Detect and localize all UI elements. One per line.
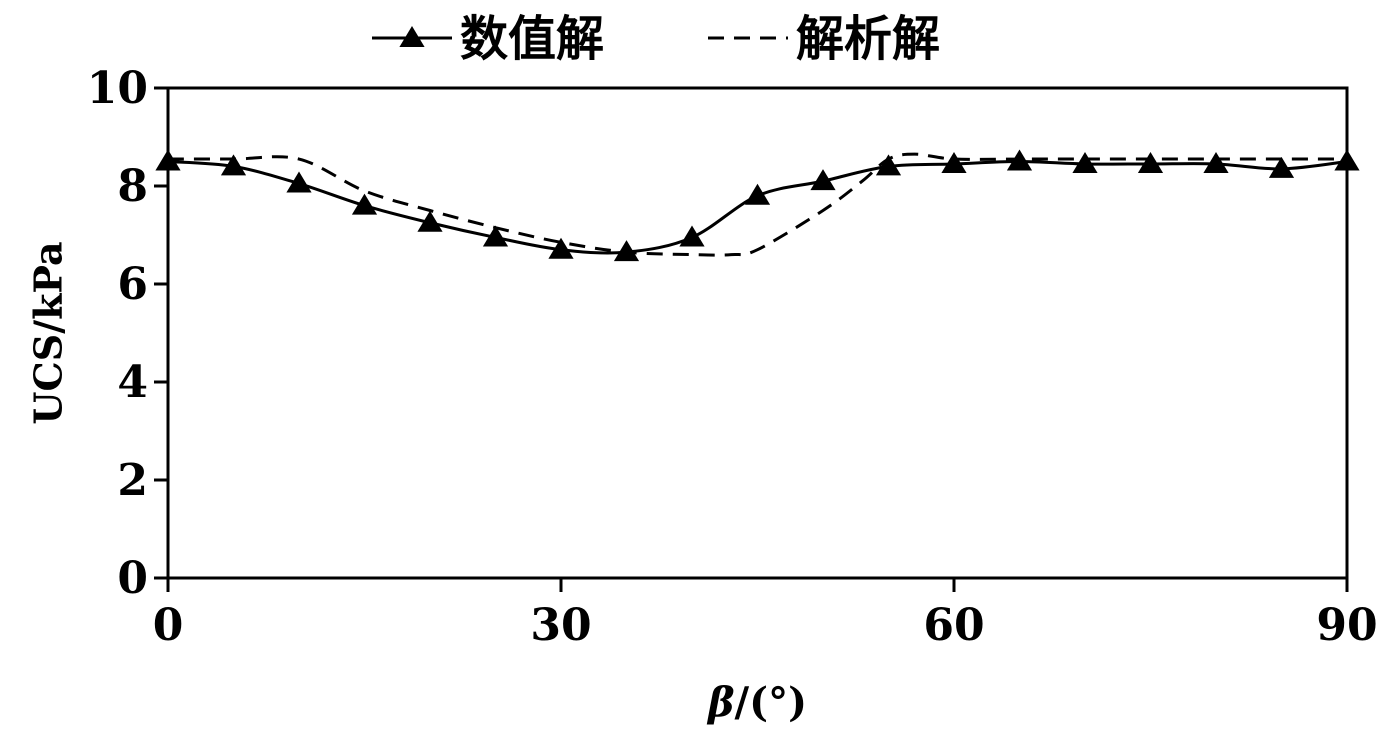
legend-item: 数值解 — [372, 11, 604, 67]
data-point-marker — [744, 183, 771, 205]
data-point-marker — [548, 237, 574, 259]
ticks-layer: 0 2 4 6 8 10 0 30 60 90 — [87, 63, 1378, 651]
data-point-marker — [941, 151, 967, 173]
x-axis-unit: /(°) — [735, 679, 807, 726]
data-point-marker — [1072, 151, 1098, 173]
legend-label: 数值解 — [460, 11, 604, 67]
series-line — [167, 159, 1348, 255]
data-point-marker — [1137, 151, 1164, 173]
y-tick-label: 0 — [117, 553, 148, 604]
data-point-marker — [482, 225, 509, 247]
legend: 数值解 解析解 — [372, 11, 940, 67]
legend-label: 解析解 — [796, 11, 940, 67]
data-point-marker — [679, 225, 705, 247]
plot-frame — [166, 86, 1349, 580]
x-tick-label: 90 — [1316, 600, 1377, 651]
y-tick-label: 10 — [87, 63, 148, 114]
data-point-marker — [417, 210, 443, 232]
y-tick-label: 2 — [117, 455, 148, 506]
data-point-marker — [220, 154, 247, 176]
series-line — [168, 152, 1347, 257]
series-layer — [155, 149, 1360, 262]
series-1 — [155, 149, 1360, 262]
data-point-marker — [1203, 151, 1229, 173]
x-axis-symbol: β — [706, 679, 735, 726]
series-2 — [168, 152, 1347, 257]
plot-area: 0 2 4 6 8 10 0 30 60 90 — [87, 63, 1378, 651]
data-point-marker — [1268, 156, 1295, 178]
x-axis-label: β/(°) — [706, 679, 807, 726]
data-point-marker — [286, 171, 312, 193]
legend-marker-sample — [399, 26, 425, 47]
y-tick-label: 6 — [117, 259, 148, 310]
x-tick-label: 30 — [530, 600, 591, 651]
y-tick-label: 4 — [117, 357, 148, 408]
x-tick-label: 0 — [153, 600, 184, 651]
legend-item: 解析解 — [708, 11, 940, 67]
data-point-marker — [351, 193, 378, 215]
data-point-marker — [875, 154, 902, 176]
y-axis-label: UCS/kPa — [26, 241, 71, 424]
y-tick-label: 8 — [117, 161, 148, 212]
x-tick-label: 60 — [923, 600, 984, 651]
data-point-marker — [810, 169, 836, 191]
